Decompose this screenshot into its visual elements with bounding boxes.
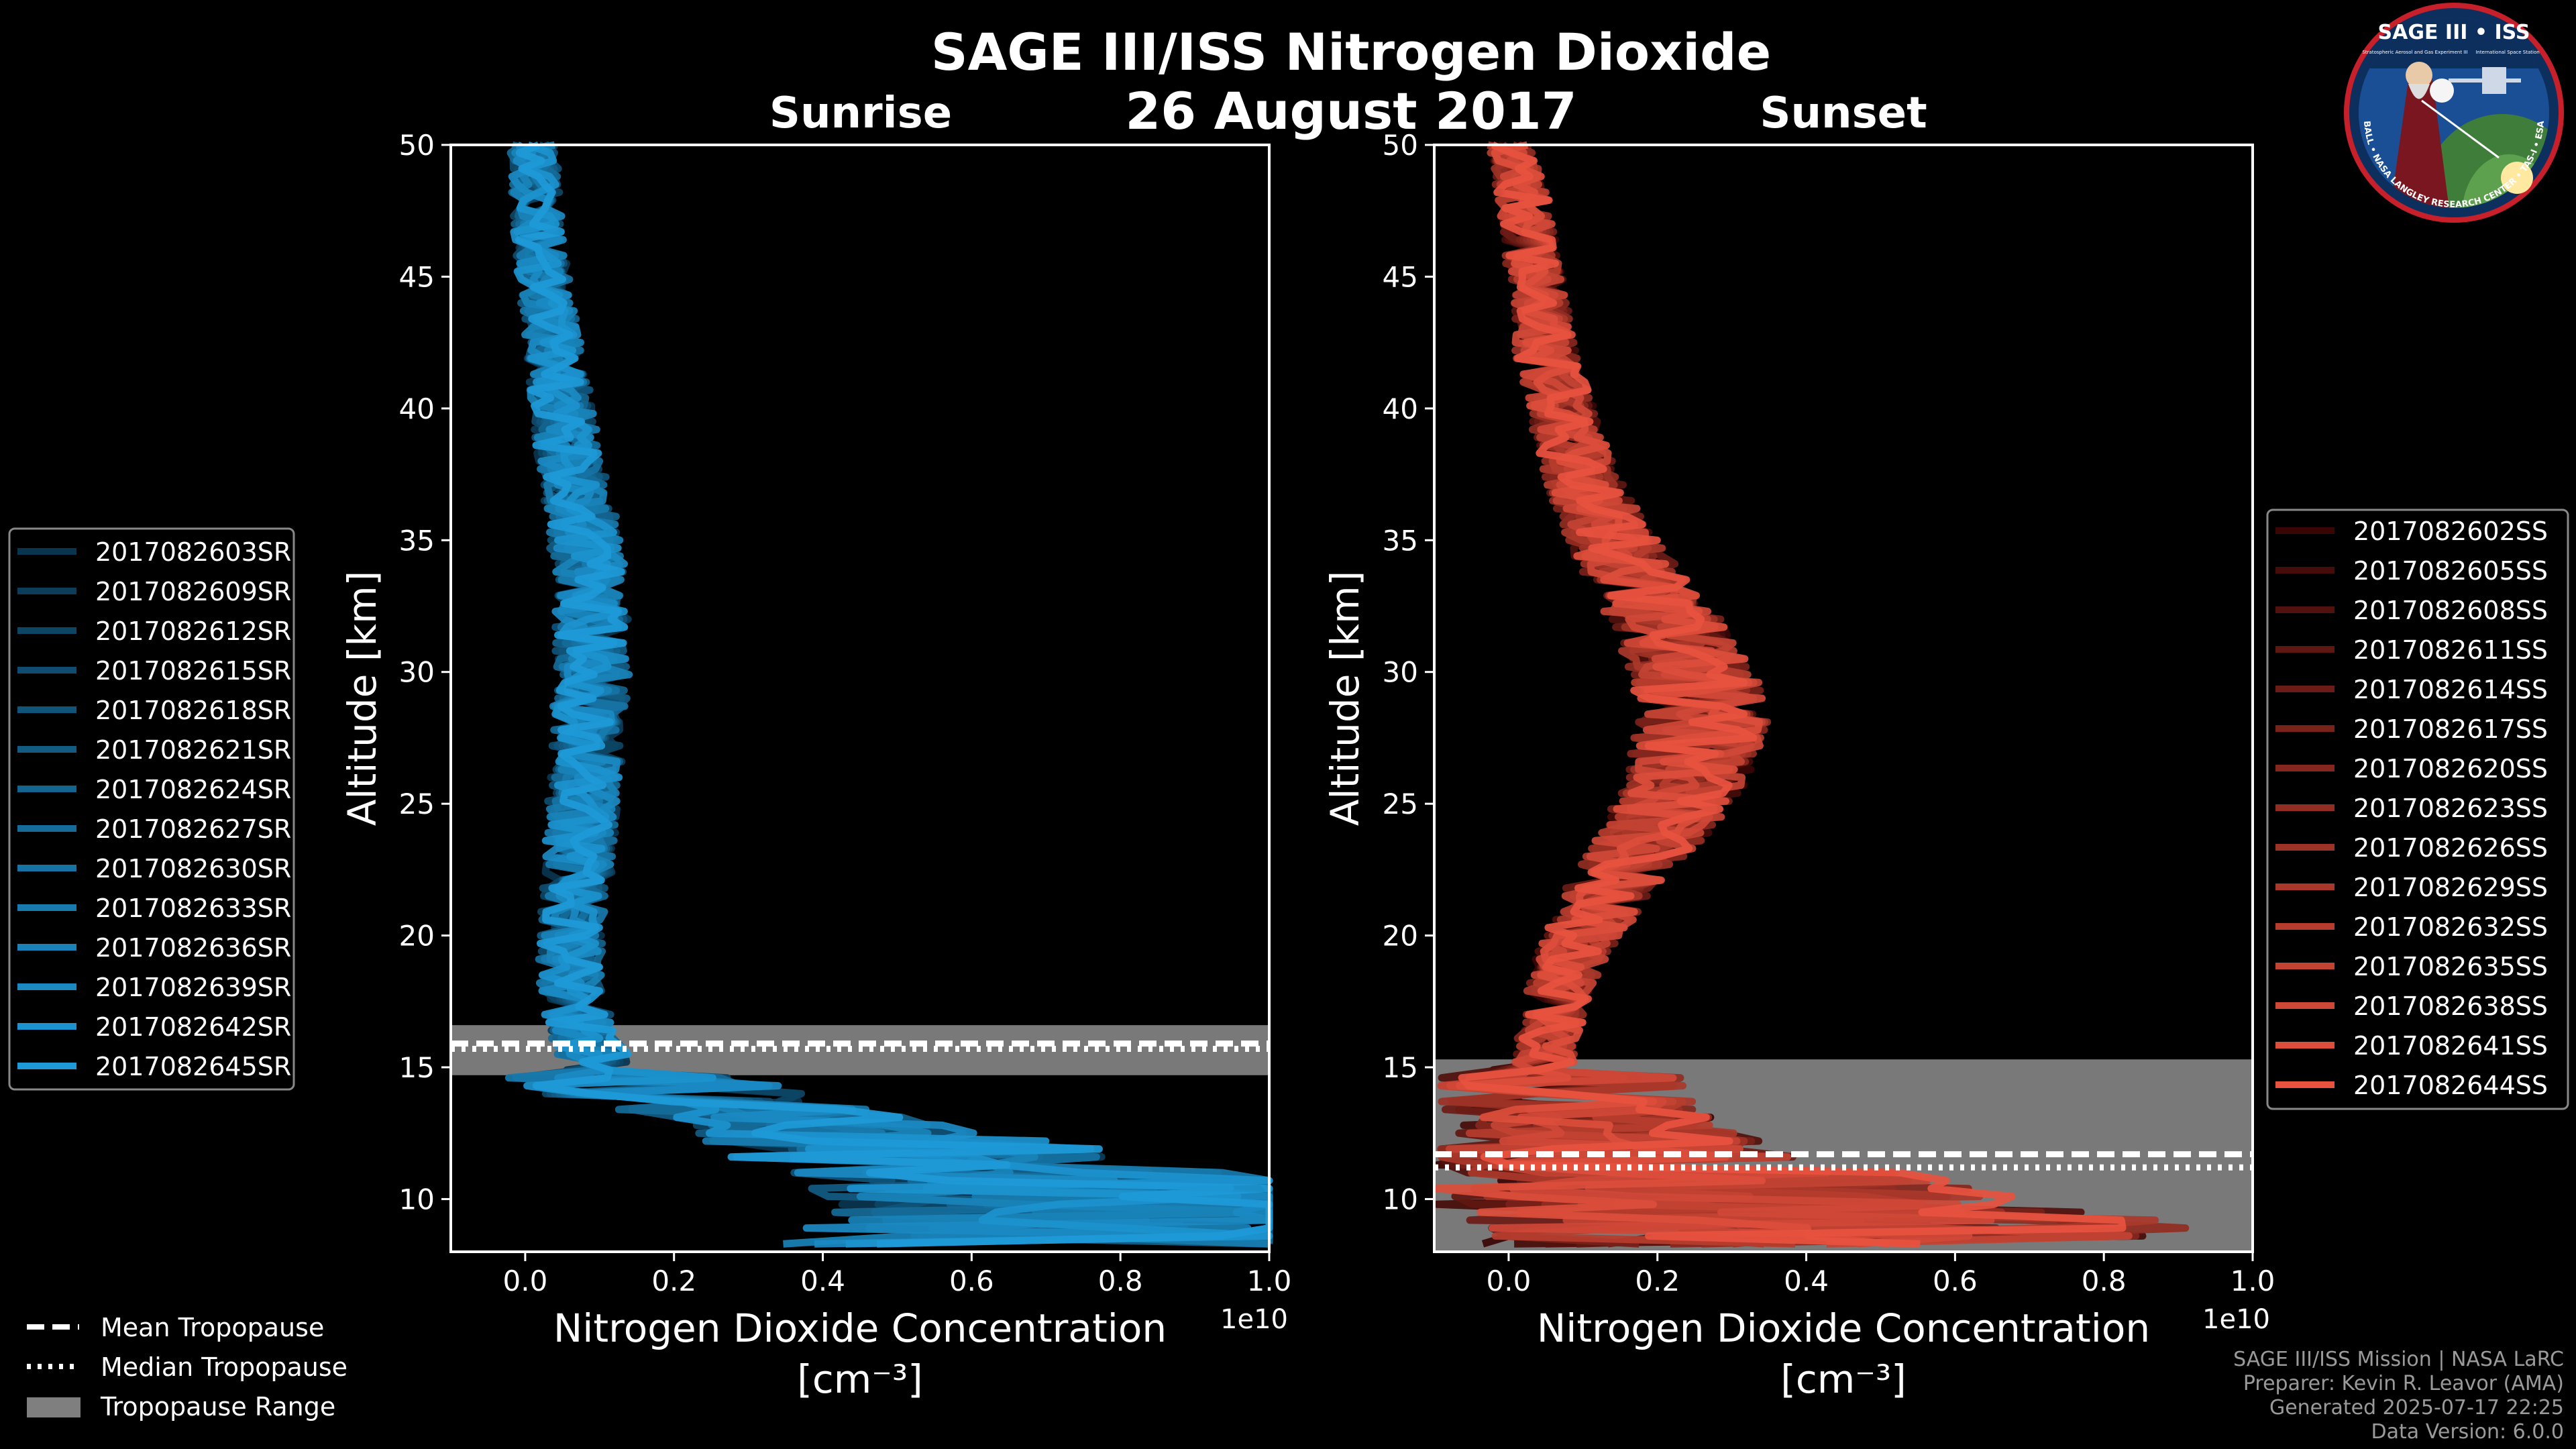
sunset-x-tick-label: 1.0 [2231, 1265, 2275, 1297]
sunset-legend-box [2266, 508, 2569, 1110]
logo-name: SAGE III • ISS [2378, 21, 2530, 44]
sunset-y-tick-label: 50 [1383, 129, 1418, 162]
sunset-x-scale-label: 1e10 [2202, 1304, 2270, 1335]
credit-data-version: Data Version: 6.0.0 [2371, 1420, 2564, 1444]
sunrise-legend-label: 2017082627SR [95, 814, 291, 844]
sunset-y-tick-label: 20 [1383, 920, 1418, 953]
sunrise-x-tick-label: 0.0 [503, 1265, 548, 1297]
sunset-title: Sunset [1760, 89, 1927, 138]
sunrise-legend-label: 2017082618SR [95, 696, 291, 725]
tropopause-legend: Mean Tropopause Median Tropopause Tropop… [27, 1313, 347, 1421]
sunset-legend-label: 2017082605SS [2353, 556, 2548, 586]
sunrise-legend-label: 2017082615SR [95, 656, 291, 686]
sunrise-y-tick-label: 20 [399, 920, 435, 953]
credit-mission: SAGE III/ISS Mission | NASA LaRC [2233, 1348, 2564, 1371]
sunrise-legend: 2017082603SR 2017082609SR 2017082612SR 2017… [8, 527, 295, 1091]
sunrise-x-tick-label: 0.6 [949, 1265, 994, 1297]
sunrise-legend-box [8, 527, 295, 1091]
sunset-legend-label: 2017082641SS [2353, 1031, 2548, 1061]
sunset-x-tick-label: 0.6 [1933, 1265, 1978, 1297]
sunrise-legend-label: 2017082603SR [95, 537, 291, 567]
sunset-legend-label: 2017082611SS [2353, 635, 2548, 665]
sunset-legend-label: 2017082638SS [2353, 991, 2548, 1021]
sunrise-legend-label: 2017082633SR [95, 894, 291, 923]
sunrise-x-scale-label: 1e10 [1220, 1304, 1288, 1335]
figure-title: SAGE III/ISS Nitrogen Dioxide [931, 22, 1771, 82]
sunrise-y-tick-label: 40 [399, 392, 435, 425]
sunrise-x-tick-label: 0.4 [800, 1265, 845, 1297]
sunset-legend-label: 2017082614SS [2353, 675, 2548, 704]
sunrise-legend-label: 2017082639SR [95, 973, 291, 1002]
sunset-y-tick-label: 10 [1383, 1183, 1418, 1216]
sunset-legend: 2017082602SS 2017082605SS 2017082608SS 2017… [2266, 508, 2569, 1110]
mean-tropopause-label: Mean Tropopause [101, 1313, 324, 1342]
sunset-x-tick-label: 0.0 [1487, 1265, 1532, 1297]
sunrise-y-tick-label: 35 [399, 524, 435, 557]
sunrise-x-axis-unit: [cm⁻³] [797, 1356, 923, 1402]
sunset-x-tick-label: 0.2 [1635, 1265, 1680, 1297]
sunrise-legend-label: 2017082609SR [95, 577, 291, 606]
sunset-legend-label: 2017082644SS [2353, 1071, 2548, 1100]
sunrise-x-axis-label: Nitrogen Dioxide Concentration [553, 1305, 1167, 1351]
sunrise-y-tick-label: 45 [399, 260, 435, 293]
sunset-x-tick-label: 0.8 [2082, 1265, 2127, 1297]
sunrise-legend-label: 2017082624SR [95, 775, 291, 804]
sunset-x-tick-label: 0.4 [1784, 1265, 1829, 1297]
sunset-legend-label: 2017082620SS [2353, 754, 2548, 784]
sunset-y-tick-label: 35 [1383, 524, 1418, 557]
sunrise-panel: Sunrise 0.0 0.2 0.4 0.6 0.8 1.0 10 15 20 25 30 35 40… [339, 89, 1291, 1402]
tropopause-range-label: Tropopause Range [100, 1392, 335, 1421]
sunset-legend-label: 2017082617SS [2353, 714, 2548, 744]
sunrise-x-tick-label: 1.0 [1247, 1265, 1292, 1297]
sunset-panel: Sunset 0.0 0.2 0.4 0.6 0.8 1.0 10 15 20 25 30 35 40 4… [1322, 89, 2275, 1402]
sunset-y-axis-label: Altitude [km] [1322, 571, 1368, 826]
sunrise-y-axis-label: Altitude [km] [339, 571, 385, 826]
sunset-y-tick-label: 15 [1383, 1051, 1418, 1084]
sunrise-title: Sunrise [769, 89, 952, 138]
sunrise-x-tick-label: 0.8 [1098, 1265, 1143, 1297]
sunrise-y-tick-label: 50 [399, 129, 435, 162]
sunrise-y-tick-label: 25 [399, 788, 435, 820]
sunrise-axes-frame [449, 144, 1271, 1253]
sunrise-legend-label: 2017082630SR [95, 854, 291, 883]
sunset-legend-label: 2017082629SS [2353, 873, 2548, 902]
logo-station: International Space Station [2475, 50, 2539, 55]
sunrise-legend-label: 2017082645SR [95, 1052, 291, 1081]
sunrise-y-tick-label: 10 [399, 1183, 435, 1216]
sunset-x-axis-unit: [cm⁻³] [1780, 1356, 1907, 1402]
sunrise-legend-label: 2017082636SR [95, 933, 291, 963]
sunset-series-2017082644SS [1458, 141, 2127, 1248]
sunset-x-axis-label: Nitrogen Dioxide Concentration [1537, 1305, 2150, 1351]
sunset-legend-label: 2017082623SS [2353, 794, 2548, 823]
sunrise-x-tick-label: 0.2 [651, 1265, 696, 1297]
sunset-y-tick-label: 45 [1383, 260, 1418, 293]
credit-generated: Generated 2025-07-17 22:25 [2269, 1396, 2564, 1419]
sunset-axes-frame [1433, 144, 2254, 1253]
sunrise-y-tick-label: 30 [399, 656, 435, 689]
sunset-y-tick-label: 30 [1383, 656, 1418, 689]
sunset-legend-label: 2017082626SS [2353, 833, 2548, 863]
median-tropopause-label: Median Tropopause [101, 1352, 347, 1382]
sunset-legend-label: 2017082635SS [2353, 952, 2548, 981]
sunrise-y-tick-label: 15 [399, 1051, 435, 1084]
sunset-legend-label: 2017082632SS [2353, 912, 2548, 942]
sunrise-legend-label: 2017082612SR [95, 616, 291, 646]
sunset-y-tick-label: 40 [1383, 392, 1418, 425]
sunset-legend-label: 2017082602SS [2353, 517, 2548, 546]
sunset-legend-label: 2017082608SS [2353, 596, 2548, 625]
figure-date: 26 August 2017 [1125, 81, 1576, 141]
sunrise-series-2017082645SR [515, 141, 1273, 1248]
sunset-y-tick-label: 25 [1383, 788, 1418, 820]
credits: SAGE III/ISS Mission | NASA LaRC Prepare… [2233, 1348, 2564, 1444]
sage-iii-iss-logo: SAGE III • ISS Stratospheric Aerosol and… [2344, 3, 2564, 223]
sunrise-legend-label: 2017082642SR [95, 1012, 291, 1042]
logo-subtitle: Stratospheric Aerosol and Gas Experiment… [2362, 50, 2467, 55]
sunrise-legend-label: 2017082621SR [95, 735, 291, 765]
credit-preparer: Preparer: Kevin R. Leavor (AMA) [2243, 1372, 2564, 1395]
tropopause-range-swatch [27, 1397, 80, 1417]
